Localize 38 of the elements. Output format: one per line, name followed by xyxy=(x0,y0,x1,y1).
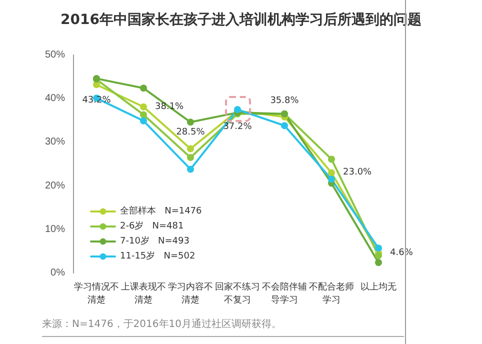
point xyxy=(328,156,335,163)
data-label: 23.0% xyxy=(343,168,372,178)
y-tick-label: 0% xyxy=(50,268,66,278)
y-tick-label: 20% xyxy=(44,180,66,192)
x-tick-label: 不配合老师学习 xyxy=(309,282,354,306)
point xyxy=(187,118,194,126)
x-tick-label: 学习内容不清楚 xyxy=(168,282,213,306)
point xyxy=(328,169,335,176)
y-tick-label: 40% xyxy=(44,93,66,104)
point xyxy=(187,154,194,161)
point xyxy=(375,244,382,252)
data-label: 28.5% xyxy=(176,128,206,138)
data-label: 4.6% xyxy=(390,248,414,258)
source-note: 来源：N=1476，于2016年10月通过社区调研获得。 xyxy=(42,318,282,331)
point xyxy=(375,259,382,266)
point xyxy=(140,103,147,110)
point xyxy=(375,252,382,260)
x-tick-label: 学习情况不清楚 xyxy=(74,282,119,306)
legend-label: 11-15岁 N=502 xyxy=(120,250,196,262)
x-tick-label: 上课表现不清楚 xyxy=(121,282,166,306)
y-tick-label: 30% xyxy=(44,136,66,148)
point xyxy=(328,176,335,183)
legend-label: 7-10岁 N=493 xyxy=(120,236,190,246)
legend-label: 全部样本 N=1476 xyxy=(120,206,202,216)
point xyxy=(187,145,194,152)
point xyxy=(187,166,194,173)
point xyxy=(140,84,147,92)
point xyxy=(140,117,147,124)
x-tick-label: 不会陪伴辅导学习 xyxy=(262,282,307,306)
point xyxy=(281,122,288,130)
legend-label: 2-6岁 N=481 xyxy=(120,220,184,232)
y-tick-label: 50% xyxy=(44,50,66,60)
y-tick-label: 10% xyxy=(44,224,66,235)
x-tick-label: 回家不练习不复习 xyxy=(215,282,260,306)
point xyxy=(140,111,147,118)
data-label: 35.8% xyxy=(270,96,300,106)
x-tick-label: 以上均无 xyxy=(360,282,396,292)
data-label: 37.2% xyxy=(223,122,252,132)
